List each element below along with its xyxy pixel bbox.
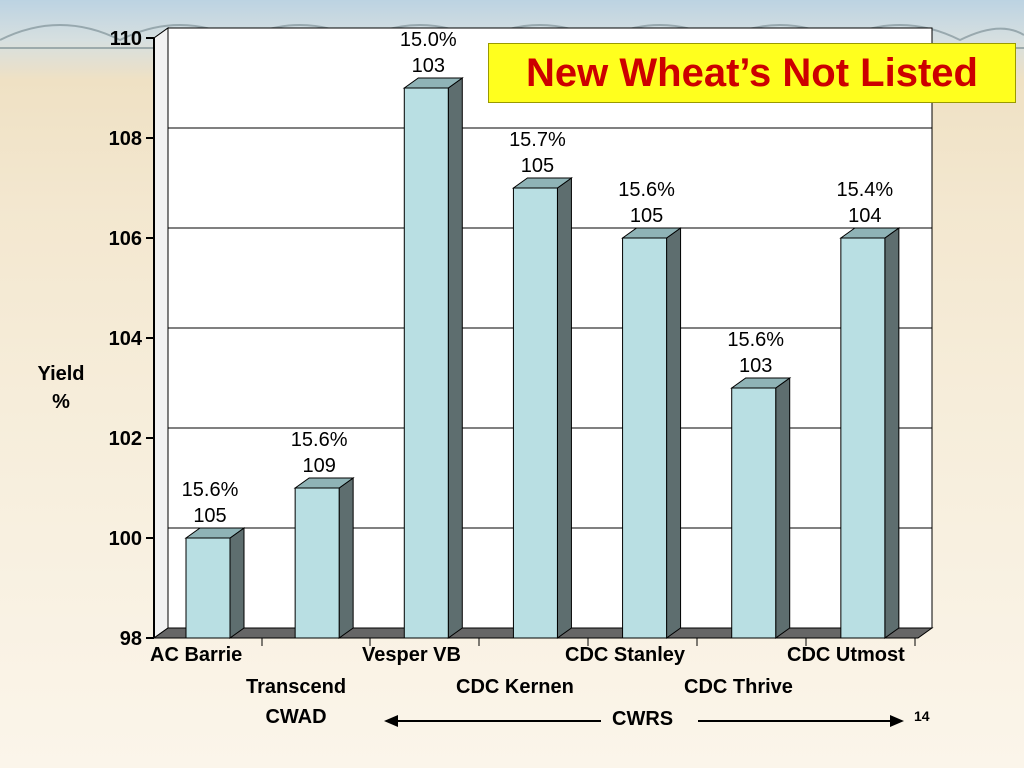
group-label-cwrs: CWRS (612, 708, 674, 730)
category-label-cdc-stanley: CDC Stanley (565, 644, 686, 666)
bar-0 (185, 537, 231, 639)
bar-label-value-2: 103 (412, 55, 445, 77)
bar-label-pct-1: 15.6% (291, 429, 348, 451)
bar-label-value-1: 109 (302, 455, 335, 477)
bar-label-pct-3: 15.7% (509, 129, 566, 151)
y-tick-label-102: 102 (109, 428, 142, 450)
category-label-cdc-kernen: CDC Kernen (456, 676, 574, 698)
bar-label-pct-2: 15.0% (400, 29, 457, 51)
bar-4 (622, 237, 668, 639)
page-number: 14 (914, 708, 930, 724)
bar-6 (840, 237, 886, 639)
category-label-cdc-thrive: CDC Thrive (684, 676, 793, 698)
plot-side-wall (153, 27, 169, 639)
slide-title-box: New Wheat’s Not Listed (488, 43, 1016, 103)
bar-label-value-3: 105 (521, 155, 554, 177)
group-arrow-right (698, 720, 894, 722)
bar-label-pct-6: 15.4% (836, 179, 893, 201)
group-arrow-left (396, 720, 601, 722)
y-tick-label-98: 98 (120, 628, 142, 650)
y-axis-label: Yield% (37, 363, 85, 413)
category-label-ac-barrie: AC Barrie (150, 644, 243, 666)
bar-side-1 (338, 477, 354, 639)
bar-label-pct-4: 15.6% (618, 179, 675, 201)
bar-side-6 (884, 227, 900, 639)
bar-label-pct-0: 15.6% (182, 479, 239, 501)
bar-label-value-6: 104 (848, 205, 881, 227)
bar-5 (731, 387, 777, 639)
bar-side-4 (666, 227, 682, 639)
bar-side-3 (556, 177, 572, 639)
bar-3 (512, 187, 558, 639)
y-tick-label-108: 108 (109, 128, 142, 150)
bar-label-value-0: 105 (193, 505, 226, 527)
bar-1 (294, 487, 340, 639)
y-tick-label-106: 106 (109, 228, 142, 250)
y-tick-label-104: 104 (109, 328, 143, 350)
bar-label-pct-5: 15.6% (727, 329, 784, 351)
bar-label-value-5: 103 (739, 355, 772, 377)
arrow-right-head (890, 715, 904, 727)
y-tick-label-100: 100 (109, 528, 142, 550)
y-tick-label-110: 110 (110, 28, 142, 50)
arrow-left-head (384, 715, 398, 727)
bar-side-0 (229, 527, 245, 639)
bar-2 (403, 87, 449, 639)
bar-label-value-4: 105 (630, 205, 663, 227)
category-label-cdc-utmost: CDC Utmost (787, 644, 905, 666)
bar-side-2 (447, 77, 463, 639)
bar-side-5 (775, 377, 791, 639)
category-label-transcend-cwad: Transcend CWAD (246, 676, 347, 728)
slide-title: New Wheat’s Not Listed (526, 50, 978, 95)
category-label-vesper-vb: Vesper VB (362, 644, 461, 666)
